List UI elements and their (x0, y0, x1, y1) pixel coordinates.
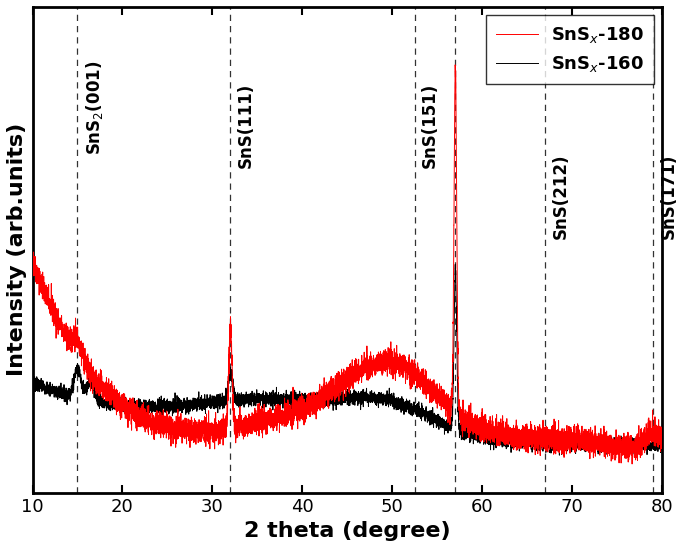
X-axis label: 2 theta (degree): 2 theta (degree) (244, 521, 451, 541)
SnS$_x$-160 (556, 452, 564, 459)
SnS$_x$-160 (28, 374, 36, 380)
Line: SnS$_x$-180: SnS$_x$-180 (32, 65, 662, 464)
SnS$_x$-180 (628, 461, 636, 467)
Y-axis label: Intensity (arb.units): Intensity (arb.units) (7, 123, 27, 376)
SnS$_x$-160 (334, 392, 342, 398)
SnS$_x$-180 (62, 332, 70, 339)
Text: SnS(111): SnS(111) (237, 83, 255, 168)
SnS$_x$-180 (28, 254, 36, 261)
SnS$_x$-160 (451, 261, 460, 268)
SnS$_x$-160 (62, 389, 70, 396)
SnS$_x$-180 (334, 382, 342, 389)
SnS$_x$-180 (451, 61, 459, 68)
Text: SnS$_2$(001): SnS$_2$(001) (84, 60, 105, 155)
SnS$_x$-160 (266, 396, 275, 403)
SnS$_x$-160 (455, 416, 463, 423)
SnS$_x$-160 (658, 445, 667, 452)
SnS$_x$-180 (658, 436, 667, 443)
SnS$_x$-160 (279, 392, 287, 398)
SnS$_x$-180 (455, 398, 463, 405)
SnS$_x$-180 (193, 426, 201, 432)
SnS$_x$-180 (266, 421, 275, 428)
SnS$_x$-180 (279, 420, 287, 426)
Text: SnS(151): SnS(151) (421, 83, 439, 168)
SnS$_x$-160 (193, 399, 201, 406)
Text: SnS(212): SnS(212) (551, 154, 570, 239)
Legend: SnS$_x$-180, SnS$_x$-160: SnS$_x$-180, SnS$_x$-160 (486, 15, 654, 84)
Text: SnS(171): SnS(171) (660, 154, 677, 239)
Line: SnS$_x$-160: SnS$_x$-160 (32, 265, 662, 455)
